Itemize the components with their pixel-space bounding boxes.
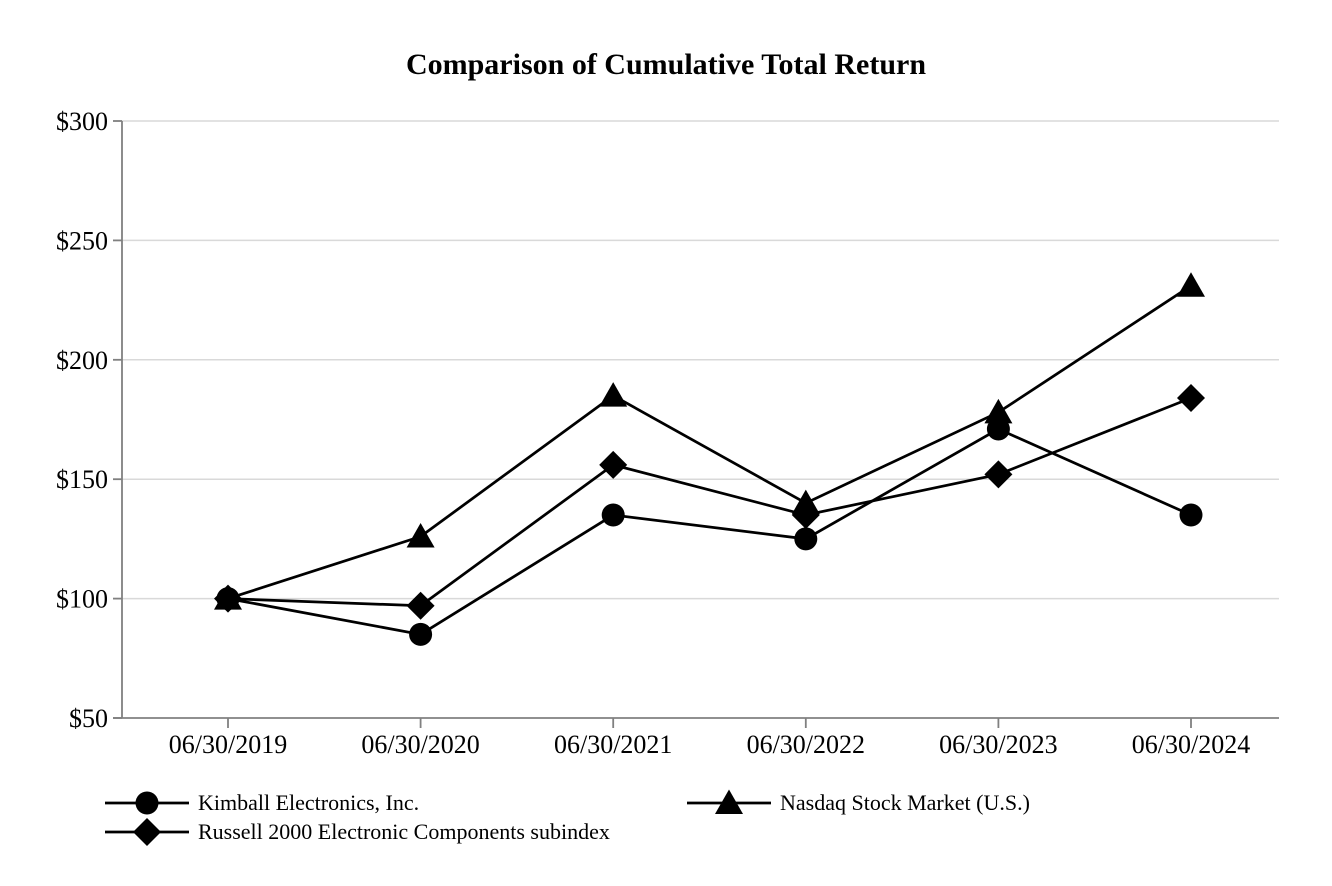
axes xyxy=(113,120,1279,728)
x-axis-label-06-30-2020: 06/30/2020 xyxy=(361,730,479,759)
y-axis-label-250: $250 xyxy=(56,226,108,255)
y-axis-label-150: $150 xyxy=(56,465,108,494)
x-axis-label-06-30-2021: 06/30/2021 xyxy=(554,730,672,759)
chart-title: Comparison of Cumulative Total Return xyxy=(405,48,927,81)
y-axis-label-50: $50 xyxy=(69,704,108,733)
gridlines xyxy=(122,120,1279,600)
circle-marker-06-30-2021 xyxy=(601,503,625,527)
y-axis-label-200: $200 xyxy=(56,346,108,375)
diamond-marker-06-30-2020 xyxy=(406,591,435,620)
x-axis-label-06-30-2024: 06/30/2024 xyxy=(1132,730,1250,759)
triangle-marker-06-30-2020 xyxy=(406,523,435,548)
series-line-russell-2000-electronic-components-subindex xyxy=(227,396,1192,608)
x-axis-label-06-30-2023: 06/30/2023 xyxy=(939,730,1057,759)
y-axis-label-300: $300 xyxy=(56,107,108,136)
diamond-marker-06-30-2023 xyxy=(984,460,1013,489)
triangle-marker-06-30-2023 xyxy=(984,398,1013,424)
x-axis-label-06-30-2019: 06/30/2019 xyxy=(169,730,287,759)
series-russell-2000-electronic-components-subindex xyxy=(214,384,1205,620)
triangle-marker-06-30-2021 xyxy=(599,382,628,407)
circle-marker-06-30-2022 xyxy=(794,527,818,551)
x-axis-label-06-30-2022: 06/30/2022 xyxy=(747,730,865,759)
circle-marker-06-30-2020 xyxy=(409,622,433,646)
diamond-marker-06-30-2021 xyxy=(599,450,628,479)
series-line-kimball-electronics-inc xyxy=(227,427,1192,636)
diamond-marker-06-30-2022 xyxy=(791,501,820,530)
series-layer xyxy=(214,272,1205,646)
diamond-marker-06-30-2019 xyxy=(214,584,242,613)
series-line-nasdaq-stock-market-u-s xyxy=(227,284,1192,600)
series-nasdaq-stock-market-u-s xyxy=(214,272,1205,610)
triangle-marker-06-30-2024 xyxy=(1177,272,1205,297)
diamond-marker-06-30-2024 xyxy=(1177,384,1205,413)
axis-labels: $300 $250 $200 $150 $100 $50 06/30/2019 06/30/2… xyxy=(56,107,1250,759)
y-axis-label-100: $100 xyxy=(56,585,108,614)
circle-marker-06-30-2024 xyxy=(1179,503,1203,527)
